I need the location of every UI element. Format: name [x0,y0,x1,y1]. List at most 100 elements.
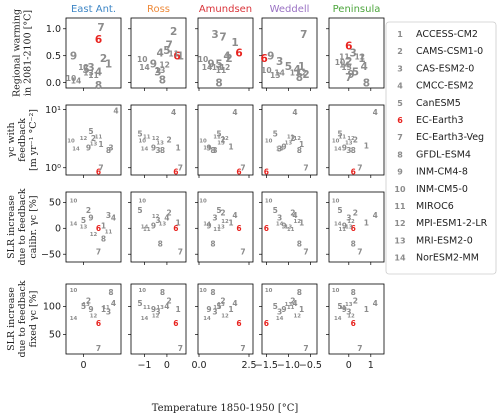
data-point: 5 [137,206,142,215]
data-point: 9 [151,221,156,230]
data-point: 4 [164,214,169,223]
legend-label: MIROC6 [416,201,454,212]
data-point: 14 [141,224,149,230]
data-point: 4 [164,302,169,311]
data-point: 13 [345,302,353,308]
panel-frame [130,191,187,263]
data-point: 7 [98,163,103,172]
data-point: 1 [298,61,305,73]
data-point: 8 [108,288,113,297]
data-point: 1 [105,58,112,70]
data-point: 9 [88,305,93,314]
row-label-line: due to feedback [17,188,28,265]
data-point: 9 [151,143,156,152]
x-tick-label: 0 [346,360,352,371]
data-point: 6 [264,319,269,328]
data-point: 8 [297,146,302,155]
data-point: 3 [276,56,283,68]
data-point: 10 [137,55,148,64]
data-point: 12 [221,313,229,319]
data-point: 5 [88,127,93,136]
data-point: 14 [203,222,211,228]
data-point: 4 [95,67,102,79]
data-point: 3 [277,145,282,154]
data-point: 4 [373,211,378,220]
y-tick-label: 50 [49,330,61,341]
data-point: 8 [158,239,163,248]
data-point: 5 [163,45,170,57]
data-point: 14 [139,63,150,72]
data-point: 7 [303,247,308,256]
data-point: 4 [111,299,116,308]
data-point: 10 [261,66,272,75]
data-point: 14 [276,222,284,228]
row-label-line: due to feedback [17,280,28,357]
data-point: 5 [337,302,342,311]
data-point: 11 [213,305,221,311]
panel-frame [65,17,122,89]
data-point: 8 [351,239,356,248]
data-point: 6 [96,167,101,176]
data-point: 5 [273,206,278,215]
y-tick-label: 50 [49,198,61,209]
legend-number: 4 [397,82,403,91]
data-point: 9 [70,50,77,62]
data-point: 2 [353,208,358,217]
legend-item: 10 INM-CM5-0 [394,184,467,195]
data-point: 3 [211,29,218,41]
legend-label: CAMS-CSM1-0 [416,46,483,57]
legend-item: 14 NorESM2-MM [394,253,478,264]
data-point: 8 [351,288,356,297]
data-point: 10 [199,139,207,145]
data-point: 1 [364,305,369,314]
data-point: 12 [221,136,229,142]
data-point: 8 [159,75,166,87]
data-point: 11 [168,50,179,59]
data-point: 13 [159,222,167,228]
data-point: 9 [150,58,157,70]
data-point: 13 [217,140,225,146]
data-point: 5 [216,130,221,139]
data-point: 3 [155,216,160,225]
data-point: 14 [141,146,149,152]
legend-number: 3 [397,64,403,73]
data-point: 12 [90,313,98,319]
data-point: 12 [347,219,355,225]
data-point: 12 [296,69,307,78]
data-point: 9 [206,305,211,314]
data-point: 10 [199,198,207,204]
data-point: 13 [217,224,225,230]
data-point: 7 [178,247,183,256]
data-point: 13 [270,71,281,80]
data-point: 8 [160,146,165,155]
data-point: 4 [292,108,297,117]
data-point: 10 [138,139,146,145]
data-point: 8 [95,80,102,92]
data-point: 2 [220,208,225,217]
data-point: 7 [357,344,362,353]
data-point: 11 [213,227,221,233]
data-point: 6 [96,319,101,328]
data-point: 13 [90,141,98,147]
data-point: 6 [345,41,352,53]
data-point: 10 [265,198,273,204]
data-point: 2 [170,26,177,38]
data-point: 13 [156,140,164,146]
data-point: 12 [293,313,301,319]
data-point: 6 [173,50,180,62]
data-point: 6 [351,319,356,328]
row-label: γc with feedback [m yr⁻¹ °C⁻²] [6,109,39,171]
data-point: 9 [281,142,286,151]
x-tick-label: 0 [164,360,170,371]
data-point: 13 [285,302,293,308]
data-point: 11 [143,227,151,233]
data-point: 1 [231,37,238,49]
data-point: 1 [364,141,369,150]
data-point: 3 [346,214,351,223]
legend-frame [385,21,497,275]
